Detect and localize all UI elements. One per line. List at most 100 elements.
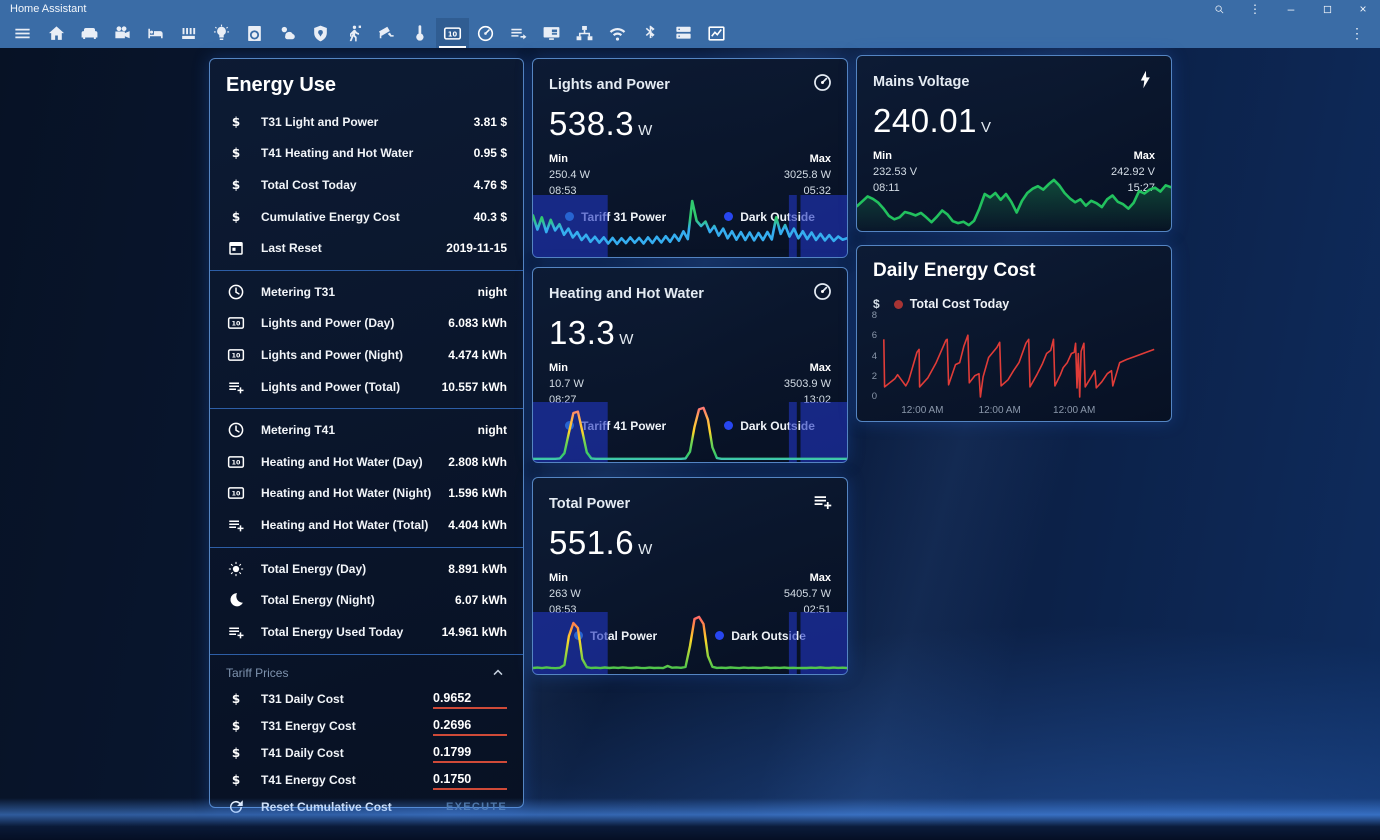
card-title: Energy Use bbox=[226, 74, 337, 96]
svg-text:10: 10 bbox=[232, 321, 241, 328]
tab-bed[interactable] bbox=[139, 18, 172, 48]
chevron-up-icon[interactable] bbox=[489, 664, 507, 682]
card-title: Total Power bbox=[549, 495, 631, 512]
card-title: Daily Energy Cost bbox=[873, 260, 1036, 281]
tab-bar: 10 ⋮ bbox=[0, 18, 1380, 48]
sensor-row[interactable]: Total Energy Used Today 14.961 kWh bbox=[226, 616, 507, 648]
close-button[interactable]: × bbox=[1359, 2, 1367, 16]
tab-wifi[interactable] bbox=[601, 18, 634, 48]
tab-gauge[interactable] bbox=[469, 18, 502, 48]
total-power-card: Total Power 551.6 W Min 263 W 08:53 Max 5405… bbox=[532, 477, 848, 675]
tab-chart[interactable] bbox=[700, 18, 733, 48]
tab-sofa[interactable] bbox=[73, 18, 106, 48]
counter-icon: 10 bbox=[226, 483, 246, 503]
tariff-value-input[interactable]: 0.9652 bbox=[433, 690, 507, 709]
menu-icon bbox=[15, 28, 30, 38]
sensor-row[interactable]: 10 Heating and Hot Water (Day) 2.808 kWh bbox=[226, 446, 507, 478]
sofa-icon bbox=[81, 27, 98, 39]
sensor-row[interactable]: Heating and Hot Water (Total) 4.404 kWh bbox=[226, 509, 507, 541]
sensor-row[interactable]: Metering T41 night bbox=[226, 414, 507, 446]
daily-energy-cost-card: Daily Energy Cost $ Total Cost Today 8 6 4… bbox=[856, 245, 1172, 422]
tab-washer[interactable] bbox=[238, 18, 271, 48]
washer-icon bbox=[248, 25, 261, 41]
sensor-row[interactable]: Metering T31 night bbox=[226, 276, 507, 308]
thermometer-icon bbox=[416, 24, 424, 41]
sensor-row[interactable]: Last Reset 2019-11-15 bbox=[226, 232, 507, 264]
tab-shield[interactable] bbox=[304, 18, 337, 48]
tab-projector[interactable] bbox=[106, 18, 139, 48]
bluetooth-icon bbox=[645, 25, 655, 38]
tariff-value-input[interactable]: 0.2696 bbox=[433, 717, 507, 736]
sensor-label: Heating and Hot Water (Night) bbox=[261, 486, 432, 501]
sensor-row[interactable]: 10 Lights and Power (Day) 6.083 kWh bbox=[226, 308, 507, 340]
maximize-button[interactable] bbox=[1320, 2, 1334, 16]
sensor-value: 8.891 kWh bbox=[448, 561, 507, 576]
sensor-row[interactable]: $ T31 Light and Power 3.81 $ bbox=[226, 106, 507, 138]
counter-icon: 10 bbox=[227, 349, 245, 361]
sensor-row[interactable]: $ Total Cost Today 4.76 $ bbox=[226, 169, 507, 201]
tariff-value-input[interactable]: 0.1799 bbox=[433, 744, 507, 763]
sensor-row[interactable]: Total Energy (Night) 6.07 kWh bbox=[226, 584, 507, 616]
tab-radiator[interactable] bbox=[172, 18, 205, 48]
tab-monitor[interactable] bbox=[535, 18, 568, 48]
min-max-block: Min 250.4 W 08:53 Max 3025.8 W 05:32 bbox=[549, 153, 831, 197]
tab-bluetooth[interactable] bbox=[634, 18, 667, 48]
tab-overflow-menu-icon[interactable]: ⋮ bbox=[1350, 24, 1364, 41]
currency-usd-icon: $ bbox=[232, 692, 240, 706]
tab-walk[interactable] bbox=[337, 18, 370, 48]
sensor-value: 6.07 kWh bbox=[454, 593, 507, 608]
sensor-label: Heating and Hot Water (Total) bbox=[261, 517, 429, 532]
sensor-row[interactable]: $ T41 Energy Cost 0.1750 bbox=[226, 767, 507, 794]
sitemap-icon bbox=[576, 25, 593, 40]
tab-cctv[interactable] bbox=[370, 18, 403, 48]
app-menu-icon[interactable]: ⋮ bbox=[1249, 2, 1261, 16]
tariff-prices-header[interactable]: Tariff Prices bbox=[226, 660, 507, 686]
tab-lightbulb[interactable] bbox=[205, 18, 238, 48]
execute-button[interactable]: EXECUTE bbox=[445, 801, 507, 813]
tab-sitemap[interactable] bbox=[568, 18, 601, 48]
menu-button[interactable] bbox=[6, 18, 39, 48]
playlist-plus-icon bbox=[812, 491, 833, 516]
sensor-value: 240.01 bbox=[873, 102, 977, 139]
sensor-row[interactable]: Reset Cumulative Cost EXECUTE bbox=[226, 794, 507, 821]
sensor-unit: W bbox=[619, 331, 634, 348]
minimize-button[interactable]: – bbox=[1287, 2, 1295, 16]
tariff-value-input[interactable]: 0.1750 bbox=[433, 771, 507, 790]
sensor-row[interactable]: $ Cumulative Energy Cost 40.3 $ bbox=[226, 201, 507, 233]
tab-server[interactable] bbox=[667, 18, 700, 48]
sensor-row[interactable]: $ T41 Daily Cost 0.1799 bbox=[226, 740, 507, 767]
sensor-row[interactable]: $ T41 Heating and Hot Water 0.95 $ bbox=[226, 138, 507, 170]
currency-usd-icon: $ bbox=[226, 716, 246, 736]
sensor-label: T31 Light and Power bbox=[261, 114, 379, 129]
counter-icon: 10 bbox=[226, 345, 246, 365]
tab-counter[interactable]: 10 bbox=[436, 18, 469, 48]
window-title: Home Assistant bbox=[10, 3, 87, 15]
y-axis-tick: 4 bbox=[871, 350, 877, 362]
window-titlebar: Home Assistant ⋮ – × bbox=[0, 0, 1380, 18]
sensor-row[interactable]: 10 Lights and Power (Night) 4.474 kWh bbox=[226, 339, 507, 371]
sensor-row[interactable]: Lights and Power (Total) 10.557 kWh bbox=[226, 371, 507, 403]
clock-icon bbox=[228, 422, 244, 438]
sensor-row[interactable]: 10 Heating and Hot Water (Night) 1.596 kWh bbox=[226, 478, 507, 510]
sun-icon bbox=[226, 559, 246, 579]
sensor-value: 10.557 kWh bbox=[441, 379, 507, 394]
sensor-row[interactable]: $ T31 Daily Cost 0.9652 bbox=[226, 686, 507, 713]
tab-weather[interactable] bbox=[271, 18, 304, 48]
counter-icon: 10 bbox=[227, 487, 245, 500]
chart-legend: $ Total Cost Today bbox=[873, 297, 1010, 311]
moon-icon bbox=[230, 593, 243, 607]
svg-text:$: $ bbox=[232, 692, 240, 706]
search-icon[interactable] bbox=[1212, 2, 1226, 16]
svg-text:$: $ bbox=[232, 746, 240, 760]
bed-icon bbox=[148, 28, 163, 38]
tariff-prices-label: Tariff Prices bbox=[226, 665, 289, 680]
tab-playlist[interactable] bbox=[502, 18, 535, 48]
sensor-label: T41 Heating and Hot Water bbox=[261, 146, 414, 161]
sensor-unit: W bbox=[638, 541, 653, 558]
tab-thermometer[interactable] bbox=[403, 18, 436, 48]
sensor-row[interactable]: $ T31 Energy Cost 0.2696 bbox=[226, 713, 507, 740]
sensor-label: Last Reset bbox=[261, 241, 322, 256]
counter-icon: 10 bbox=[227, 455, 245, 468]
sensor-row[interactable]: Total Energy (Day) 8.891 kWh bbox=[226, 553, 507, 585]
tab-home[interactable] bbox=[40, 18, 73, 48]
